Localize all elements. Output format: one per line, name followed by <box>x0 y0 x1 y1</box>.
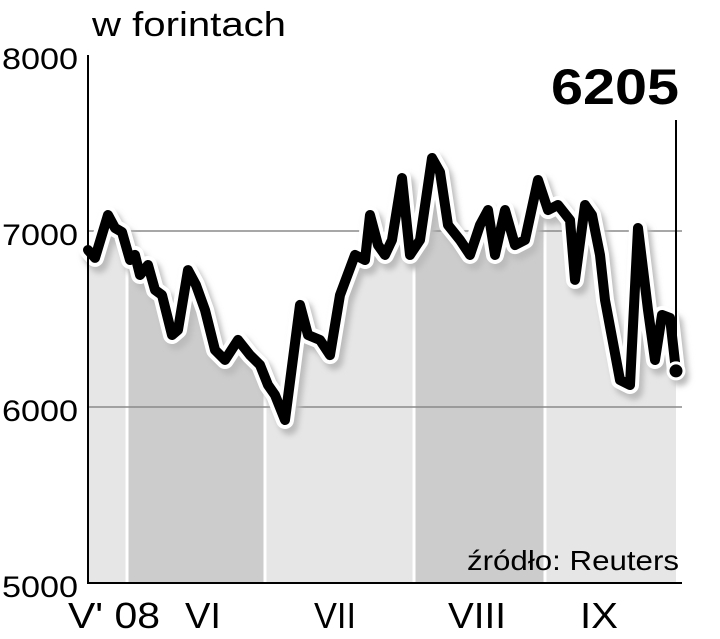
x-tick-label: VII <box>314 595 356 636</box>
month-band <box>88 157 127 583</box>
x-tick-label: VIII <box>448 595 506 636</box>
series-line <box>83 152 681 426</box>
x-tick-labels: V' 08 VI VII VIII IX <box>68 595 618 636</box>
y-tick-labels: 8000 7000 6000 5000 <box>2 43 78 604</box>
y-tick-label: 7000 <box>2 219 78 252</box>
month-band <box>127 157 265 583</box>
x-tick-label: IX <box>580 595 618 636</box>
y-tick-label: 8000 <box>2 43 78 76</box>
last-value-label: 6205 <box>551 59 679 115</box>
last-value-dot <box>666 361 686 381</box>
x-tick-label: VI <box>185 595 221 636</box>
source-label: źródło: Reuters <box>467 545 679 576</box>
y-tick-label: 6000 <box>2 395 78 428</box>
month-band <box>414 157 545 583</box>
x-tick-label: V' 08 <box>68 595 160 636</box>
y-tick-label: 5000 <box>2 571 78 604</box>
chart-title: w forintach <box>91 6 286 44</box>
